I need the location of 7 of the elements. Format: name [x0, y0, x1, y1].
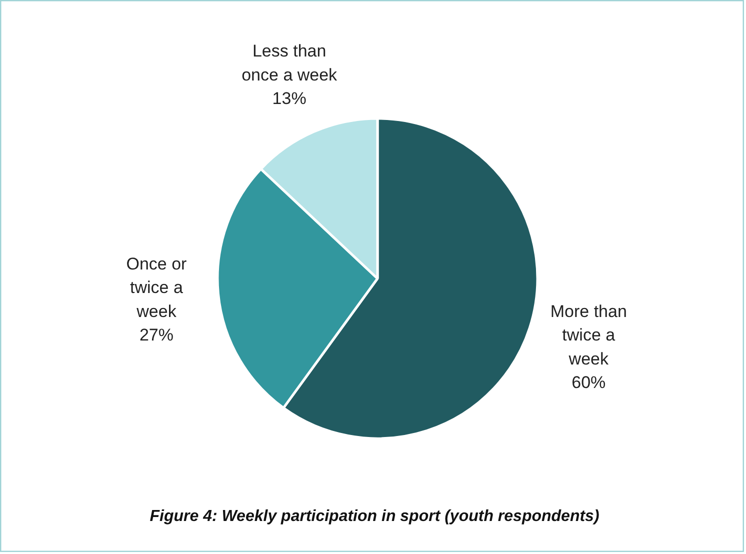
slice-label: More than twice a week: [550, 302, 627, 368]
text: Figure 4: Weekly participation in sport (youth respondents): [150, 508, 600, 525]
slice-label: Once or twice a week: [126, 254, 188, 321]
data-label: 13%: [272, 89, 306, 108]
data-label: 60%: [572, 373, 606, 392]
data-label: 27%: [139, 326, 174, 345]
slice-label: Less than once a week: [242, 42, 338, 84]
